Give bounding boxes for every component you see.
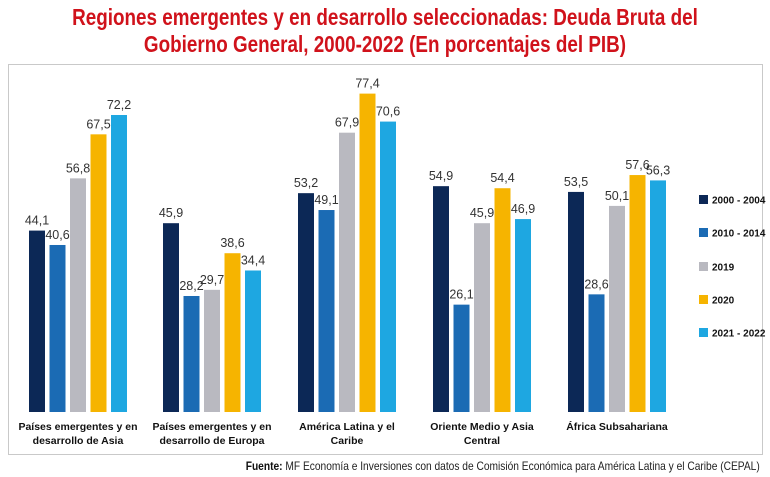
bar (224, 253, 241, 412)
data-label: 34,4 (241, 253, 265, 267)
category-label: desarrollo de Asia (33, 435, 124, 447)
bar (650, 180, 666, 412)
data-label: 50,1 (605, 189, 629, 203)
legend-swatch (699, 262, 708, 271)
bar (318, 210, 335, 412)
legend-label: 2020 (712, 296, 735, 307)
data-label: 54,4 (490, 171, 514, 185)
bar (111, 115, 127, 412)
chart-frame (8, 64, 763, 455)
data-label: 45,9 (159, 206, 183, 220)
bar (380, 121, 396, 412)
data-label: 77,4 (355, 77, 379, 91)
bar (609, 205, 625, 412)
data-label: 57,6 (625, 158, 649, 172)
category-label: Oriente Medio y Asia (430, 421, 534, 433)
category-label: desarrollo de Europa (159, 435, 264, 447)
data-label: 56,3 (646, 163, 670, 177)
source-text: MF Economía e Inversiones con datos de C… (285, 459, 760, 473)
legend-label: 2019 (712, 263, 735, 274)
legend-label: 2021 - 2022 (712, 329, 766, 340)
data-label: 28,6 (584, 277, 608, 291)
data-label: 67,9 (335, 116, 359, 130)
data-label: 70,6 (376, 105, 400, 119)
bar (163, 223, 179, 412)
bar (359, 93, 376, 412)
category-label: Países emergentes y en (18, 421, 137, 433)
data-label: 29,7 (200, 273, 224, 287)
category-label: África Subsahariana (566, 420, 668, 433)
bar (515, 219, 531, 412)
data-label: 46,9 (511, 202, 535, 216)
data-label: 53,5 (564, 175, 588, 189)
category-label: Países emergentes y en (152, 421, 271, 433)
data-label: 45,9 (470, 206, 494, 220)
bar (453, 304, 470, 412)
chart-title: Regiones emergentes y en desarrollo sele… (72, 4, 698, 57)
bar (568, 191, 584, 412)
bar (474, 223, 490, 412)
category-label: América Latina y el (299, 421, 395, 433)
data-label: 49,1 (314, 193, 338, 207)
bar (494, 188, 511, 412)
data-label: 44,1 (25, 214, 49, 228)
data-label: 53,2 (294, 176, 318, 190)
data-label: 67,5 (86, 117, 110, 131)
bar (588, 294, 605, 412)
bar (29, 230, 45, 412)
legend-swatch (699, 295, 708, 304)
bar (245, 270, 261, 412)
bar (204, 289, 220, 412)
data-label: 28,2 (179, 279, 203, 293)
legend-swatch (699, 328, 708, 337)
bar (183, 295, 200, 412)
bar (298, 193, 314, 412)
data-label: 40,6 (45, 228, 69, 242)
data-label: 54,9 (429, 169, 453, 183)
bar (70, 178, 86, 412)
category-label: Caribe (331, 435, 364, 447)
data-label: 56,8 (66, 161, 90, 175)
bar (49, 244, 66, 412)
source-label: Fuente: (245, 459, 283, 473)
legend-swatch (699, 195, 708, 204)
data-label: 26,1 (449, 288, 473, 302)
bar (339, 132, 355, 413)
legend-label: 2000 - 2004 (712, 196, 766, 207)
data-label: 72,2 (107, 98, 131, 112)
category-label: Central (464, 435, 500, 447)
source-note: Fuente: MF Economía e Inversiones con da… (246, 459, 760, 473)
bar (629, 175, 646, 412)
legend-label: 2010 - 2014 (712, 229, 766, 240)
data-label: 38,6 (220, 236, 244, 250)
legend-swatch (699, 228, 708, 237)
bar (433, 186, 449, 412)
bar (90, 134, 107, 412)
